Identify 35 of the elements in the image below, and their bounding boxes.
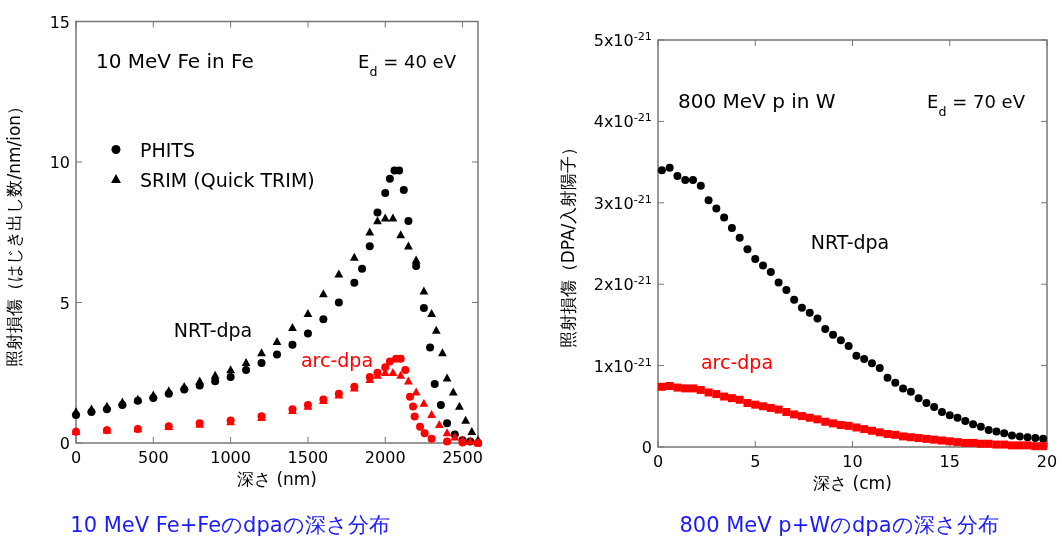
annotation: arc-dpa bbox=[300, 349, 374, 371]
annotation: 800 MeV p in W bbox=[678, 89, 836, 113]
x-tick-label: 15 bbox=[939, 452, 960, 471]
y-tick-label: 10 bbox=[49, 153, 70, 172]
y-axis-title: 照射損傷（DPA/入射陽子） bbox=[558, 138, 578, 349]
y-tick-label: 4x10$^{-21}$ bbox=[593, 110, 652, 132]
y-tick-label: 3x10$^{-21}$ bbox=[593, 192, 652, 213]
x-tick-label: 0 bbox=[652, 452, 664, 471]
legend-label: SRIM (Quick TRIM) bbox=[140, 168, 315, 191]
annotation: arc-dpa bbox=[700, 351, 774, 373]
x-tick-label: 2500 bbox=[442, 448, 483, 467]
x-tick-label: 1500 bbox=[287, 448, 329, 467]
annotation: NRT-dpa bbox=[173, 319, 253, 341]
x-tick-label: 20 bbox=[1036, 452, 1058, 471]
x-axis-title: 深さ (nm) bbox=[236, 469, 318, 489]
annotation: NRT-dpa bbox=[810, 231, 890, 253]
annotation: 10 MeV Fe in Fe bbox=[96, 48, 254, 73]
y-tick-label: 1x10$^{-21}$ bbox=[593, 355, 652, 376]
text: 800 MeV p+Wのdpaの深さ分布 bbox=[679, 513, 999, 537]
x-axis-title: 深さ (cm) bbox=[813, 473, 892, 493]
y-tick-label: 0 bbox=[59, 434, 70, 453]
y-tick-label: 2x10$^{-21}$ bbox=[593, 273, 652, 295]
x-tick-label: 2000 bbox=[364, 448, 406, 467]
x-tick-label: 5 bbox=[750, 452, 761, 471]
y-tick-label: 15 bbox=[49, 12, 70, 32]
x-tick-label: 1000 bbox=[210, 448, 251, 467]
x-tick-label: 500 bbox=[138, 448, 169, 467]
legend-label: PHITS bbox=[140, 138, 196, 161]
y-tick-label: 5x10$^{-21}$ bbox=[593, 29, 652, 50]
annotation: E$_{d}$ = 70 eV bbox=[927, 91, 1026, 119]
y-tick-label: 5 bbox=[59, 293, 70, 313]
x-tick-label: 10 bbox=[842, 452, 863, 471]
y-axis-title: 照射損傷（はじき出し数/nm/ion） bbox=[4, 97, 24, 367]
text: 10 MeV Fe+Feのdpaの深さ分布 bbox=[70, 513, 390, 537]
annotation: E$_{d}$ = 40 eV bbox=[358, 50, 457, 78]
